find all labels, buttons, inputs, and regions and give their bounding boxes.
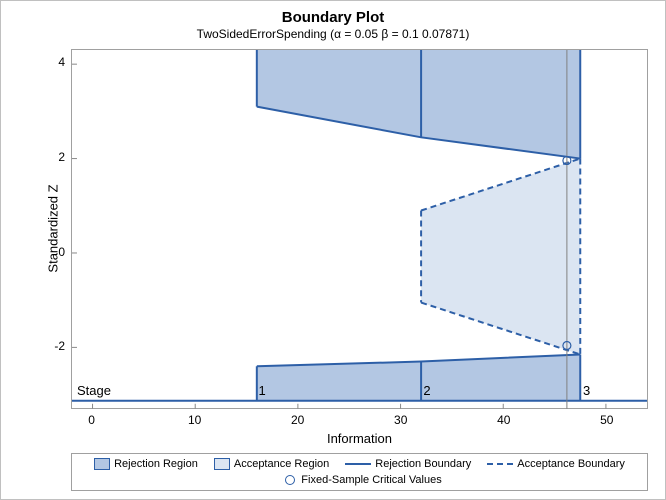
y-tick-label: 0 bbox=[35, 245, 65, 259]
y-axis-label: Standardized Z bbox=[46, 184, 61, 272]
fixed-sample-circle-icon bbox=[285, 475, 295, 485]
legend-rejection-region: Rejection Region bbox=[94, 458, 198, 470]
rejection-boundary-line-icon bbox=[345, 463, 371, 465]
legend: Rejection Region Acceptance Region Rejec… bbox=[71, 453, 648, 491]
legend-label: Rejection Boundary bbox=[375, 458, 471, 470]
legend-acceptance-boundary: Acceptance Boundary bbox=[487, 458, 625, 470]
plot-svg bbox=[72, 50, 647, 409]
x-tick-label: 40 bbox=[489, 413, 519, 427]
boundary-plot-chart: Boundary Plot TwoSidedErrorSpending (α =… bbox=[0, 0, 666, 500]
legend-fixed-sample: Fixed-Sample Critical Values bbox=[277, 474, 441, 486]
chart-subtitle: TwoSidedErrorSpending (α = 0.05 β = 0.1 … bbox=[1, 26, 665, 45]
stage-row-label: Stage bbox=[77, 383, 111, 398]
legend-label: Acceptance Region bbox=[234, 458, 329, 470]
x-tick-label: 50 bbox=[592, 413, 622, 427]
stage-number: 2 bbox=[423, 383, 430, 398]
x-tick-label: 20 bbox=[283, 413, 313, 427]
y-tick-label: -2 bbox=[35, 339, 65, 353]
x-tick-label: 0 bbox=[77, 413, 107, 427]
x-tick-label: 10 bbox=[180, 413, 210, 427]
legend-label: Fixed-Sample Critical Values bbox=[301, 474, 441, 486]
stage-number: 3 bbox=[583, 383, 590, 398]
chart-title: Boundary Plot bbox=[1, 1, 665, 26]
y-tick-label: 2 bbox=[35, 150, 65, 164]
legend-rejection-boundary: Rejection Boundary bbox=[345, 458, 471, 470]
legend-label: Rejection Region bbox=[114, 458, 198, 470]
rejection-region-swatch bbox=[94, 458, 110, 470]
legend-label: Acceptance Boundary bbox=[517, 458, 625, 470]
stage-number: 1 bbox=[258, 383, 265, 398]
plot-area bbox=[71, 49, 648, 409]
acceptance-boundary-dash-icon bbox=[487, 463, 513, 465]
acceptance-region-swatch bbox=[214, 458, 230, 470]
y-tick-label: 4 bbox=[35, 55, 65, 69]
x-axis-label: Information bbox=[71, 431, 648, 446]
x-tick-label: 30 bbox=[386, 413, 416, 427]
legend-acceptance-region: Acceptance Region bbox=[214, 458, 329, 470]
